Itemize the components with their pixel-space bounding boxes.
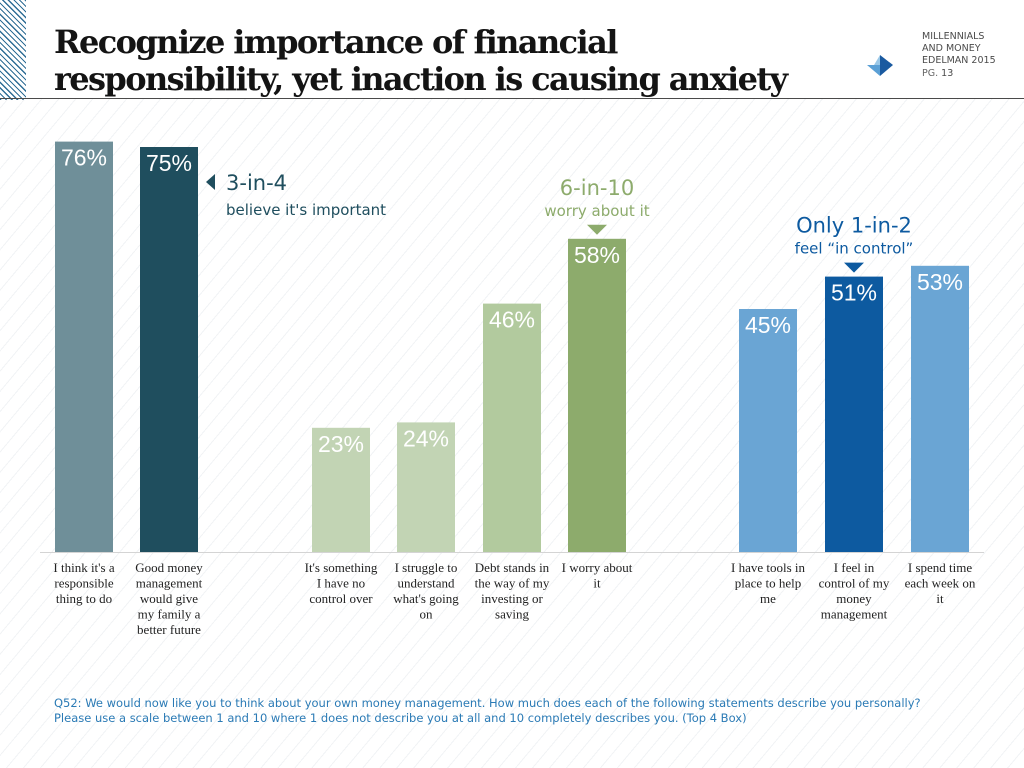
bar [140,147,198,552]
category-label: the way of my [475,576,550,591]
category-label: thing to do [56,591,112,606]
annotation-subtext: believe it's important [226,201,386,219]
footnote-line-1: Q52: We would now like you to think abou… [54,696,921,710]
category-label: control of my [819,576,890,591]
bar-value-label: 58% [574,242,620,268]
edelman-arrow-icon [867,55,893,76]
category-label: what's going [393,591,459,606]
category-label: Debt stands in [475,560,550,575]
bar [55,141,113,552]
bar [397,422,455,552]
page-title: Recognize importance of financial respon… [54,24,854,98]
annotation-arrow [587,224,607,235]
category-label: it [936,591,944,606]
category-label: on [420,607,434,622]
category-label: I have no [317,576,365,591]
bar [312,427,370,552]
bar [825,276,883,552]
brand-line-2: AND MONEY [922,43,981,54]
category-label: I worry about [562,560,633,575]
title-line-1: Recognize importance of financial [54,23,618,61]
annotation-arrow [844,262,864,273]
title-line-2: responsibility, yet inaction is causing … [54,60,788,98]
header-background [26,0,1024,98]
brand-line-3: EDELMAN 2015 [922,55,996,66]
bar-value-label: 24% [403,425,449,451]
category-label: saving [495,607,529,622]
category-label: Good money [135,560,203,575]
category-label: money [836,591,872,606]
annotation-headline: Only 1-in-2 [796,214,912,238]
category-label: management [136,576,203,591]
annotation-arrow [206,174,215,190]
bar-value-label: 46% [489,307,535,333]
page-number: PG. 13 [922,68,1022,80]
bar-value-label: 53% [917,269,963,295]
page-prefix: PG. [922,68,939,79]
bar [911,265,969,552]
footnote: Q52: We would now like you to think abou… [54,696,954,726]
category-label: management [821,607,888,622]
bar [739,309,797,552]
category-label: I have tools in [731,560,806,575]
category-label: me [760,591,776,606]
page-number-value: 13 [941,68,954,79]
category-label: I struggle to [395,560,458,575]
decorative-stripes [0,0,26,100]
category-label: investing or [481,591,543,606]
footnote-line-2: Please use a scale between 1 and 10 wher… [54,711,747,725]
brand-block: MILLENNIALS AND MONEY EDELMAN 2015 PG. 1… [922,31,1022,80]
category-label: understand [397,576,455,591]
annotation-headline: 6-in-10 [560,176,634,200]
bar-value-label: 45% [745,312,791,338]
category-label: place to help [735,576,801,591]
category-label: I feel in [834,560,875,575]
header-divider [0,98,1024,99]
category-label: my family a [138,607,201,622]
bar-value-label: 51% [831,280,877,306]
category-label: It's something [305,560,378,575]
bar-value-label: 75% [146,150,192,176]
bar-value-label: 23% [318,431,364,457]
brand-line-1: MILLENNIALS [922,31,985,42]
annotation-headline: 3-in-4 [226,171,287,195]
category-label: I think it's a [53,560,114,575]
bar [483,303,541,552]
category-label: I spend time [908,560,972,575]
category-label: would give [140,591,198,606]
annotation-subtext: worry about it [544,202,649,220]
bar [568,238,626,553]
category-label: it [593,576,601,591]
bar-value-label: 76% [61,145,107,171]
category-label: responsible [54,576,113,591]
category-label: each week on [905,576,976,591]
category-label: better future [137,622,201,637]
annotation-subtext: feel “in control” [795,240,914,258]
category-label: control over [309,591,373,606]
